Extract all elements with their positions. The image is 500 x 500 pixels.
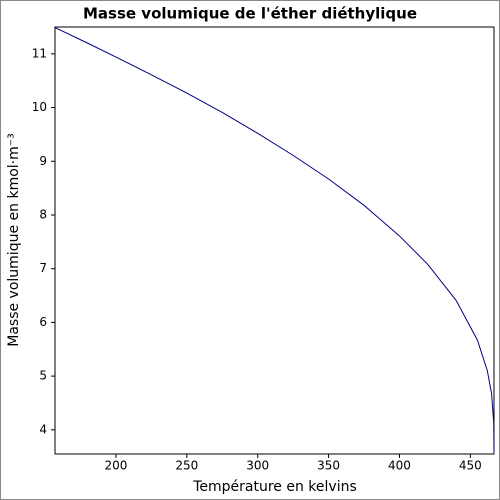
y-tick-label: 8 <box>39 207 47 221</box>
plot-area <box>54 26 495 455</box>
x-tick-label: 450 <box>459 459 482 473</box>
x-tick-label: 250 <box>175 459 198 473</box>
x-tick-label: 350 <box>317 459 340 473</box>
data-line <box>54 27 495 454</box>
y-tick-label: 9 <box>39 154 47 168</box>
x-tick-label: 300 <box>246 459 269 473</box>
chart-title: Masse volumique de l'éther diéthylique <box>83 5 417 23</box>
y-tick-label: 6 <box>39 315 47 329</box>
y-tick-label: 5 <box>39 369 47 383</box>
y-tick-label: 7 <box>39 261 47 275</box>
x-tick-label: 200 <box>104 459 127 473</box>
y-tick-label: 4 <box>39 422 47 436</box>
y-tick-label: 11 <box>32 46 47 60</box>
x-axis-label: Température en kelvins <box>192 479 357 495</box>
x-tick-label: 400 <box>388 459 411 473</box>
y-tick-label: 10 <box>32 100 47 114</box>
y-axis-label: Masse volumique en kmol·m⁻³ <box>6 133 22 347</box>
